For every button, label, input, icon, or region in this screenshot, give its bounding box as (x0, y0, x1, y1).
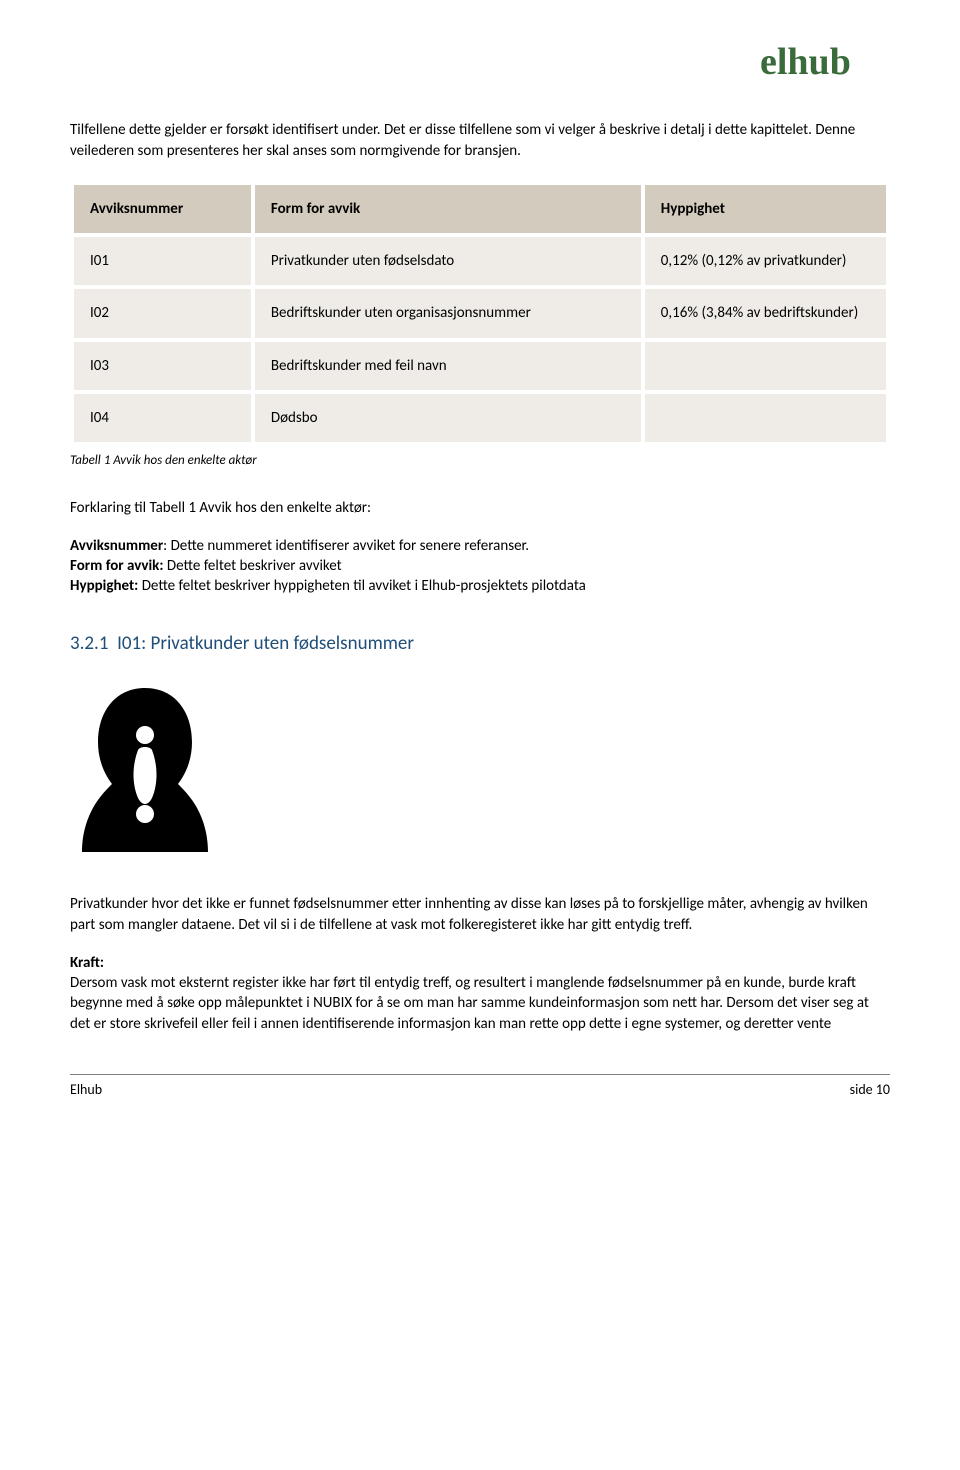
table-row: I03 Bedriftskunder med feil navn (74, 342, 886, 390)
avvik-table: Avviksnummer Form for avvik Hyppighet I0… (70, 181, 890, 446)
cell-avviksnummer: I03 (74, 342, 251, 390)
brand-logo: elhub (70, 40, 890, 90)
section-title: I01: Privatkunder uten fødselsnummer (117, 632, 414, 655)
footer-right: side 10 (850, 1081, 890, 1100)
page-footer: Elhub side 10 (70, 1081, 890, 1100)
cell-hyppighet: 0,16% (3,84% av bedriftskunder) (645, 289, 886, 337)
cell-form: Privatkunder uten fødselsdato (255, 237, 641, 285)
cell-form: Bedriftskunder uten organisasjonsnummer (255, 289, 641, 337)
def-text: : Dette nummeret identifiserer avviket f… (163, 537, 529, 555)
table-row: I04 Dødsbo (74, 394, 886, 442)
svg-text:elhub: elhub (760, 41, 851, 83)
cell-avviksnummer: I01 (74, 237, 251, 285)
cell-hyppighet (645, 342, 886, 390)
def-label: Form for avvik: (70, 557, 164, 575)
def-text: Dette feltet beskriver avviket (164, 557, 342, 575)
cell-avviksnummer: I02 (74, 289, 251, 337)
cell-form: Bedriftskunder med feil navn (255, 342, 641, 390)
table-row: I01 Privatkunder uten fødselsdato 0,12% … (74, 237, 886, 285)
footer-left: Elhub (70, 1081, 102, 1100)
silhouette-icon (70, 680, 890, 866)
kraft-block: Kraft: Dersom vask mot eksternt register… (70, 953, 890, 1034)
table-header: Avviksnummer (74, 185, 251, 233)
explain-lead: Forklaring til Tabell 1 Avvik hos den en… (70, 498, 890, 518)
def-label: Avviksnummer (70, 537, 163, 555)
def-text: Dette feltet beskriver hyppigheten til a… (138, 577, 586, 595)
body-paragraph-1: Privatkunder hvor det ikke er funnet fød… (70, 894, 890, 935)
body-paragraph-2: Dersom vask mot eksternt register ikke h… (70, 974, 869, 1033)
table-caption: Tabell 1 Avvik hos den enkelte aktør (70, 452, 890, 470)
intro-paragraph: Tilfellene dette gjelder er forsøkt iden… (70, 120, 890, 161)
cell-hyppighet (645, 394, 886, 442)
kraft-label: Kraft: (70, 954, 104, 972)
section-number: 3.2.1 (70, 632, 108, 655)
def-label: Hyppighet: (70, 577, 138, 595)
definitions-block: Avviksnummer: Dette nummeret identifiser… (70, 536, 890, 597)
cell-form: Dødsbo (255, 394, 641, 442)
cell-hyppighet: 0,12% (0,12% av privatkunder) (645, 237, 886, 285)
table-header: Form for avvik (255, 185, 641, 233)
footer-rule (70, 1074, 890, 1075)
section-heading: 3.2.1 I01: Privatkunder uten fødselsnumm… (70, 631, 890, 657)
cell-avviksnummer: I04 (74, 394, 251, 442)
table-header: Hyppighet (645, 185, 886, 233)
table-row: I02 Bedriftskunder uten organisasjonsnum… (74, 289, 886, 337)
